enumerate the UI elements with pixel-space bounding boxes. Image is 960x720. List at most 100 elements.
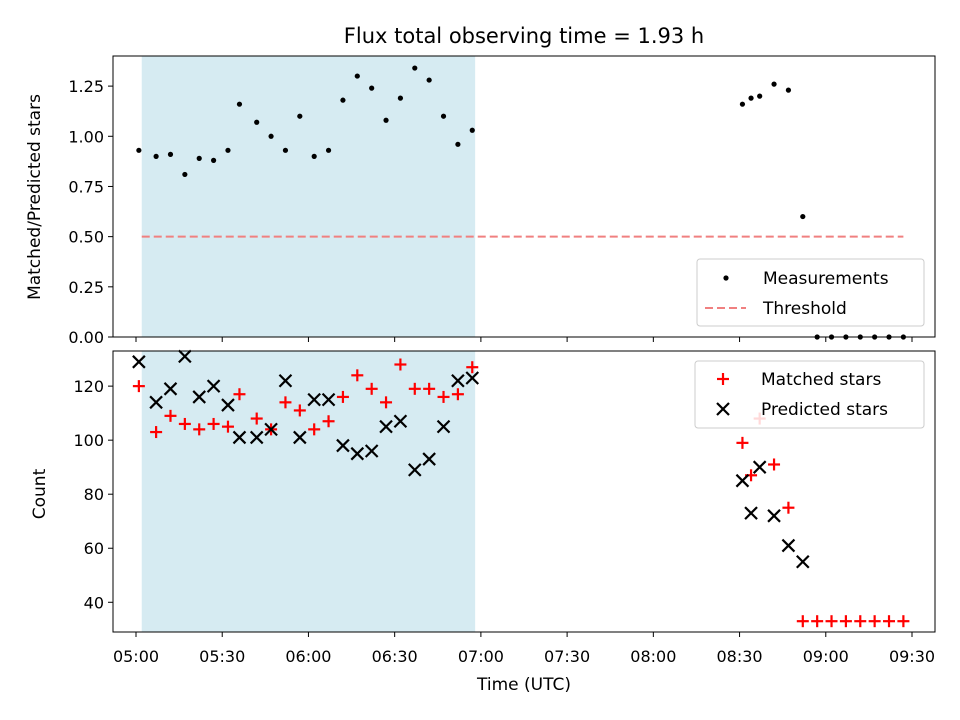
ratio-panel: 0.00 0.25 0.50 0.75 1.00 1.25 Flux total obse… [25,24,936,347]
y-tick-label: 1.00 [68,127,104,146]
matched-star-point [308,423,321,436]
measurement-point [785,87,792,93]
measurement-point [469,127,475,133]
measurement-point [739,101,746,107]
matched-star-point [394,358,407,371]
count-y-ticks: 40 60 80 100 120 [73,377,113,612]
predicted-star-point [307,392,321,407]
predicted-star-point [379,419,393,434]
y-tick-label: 60 [84,539,104,558]
measurement-point [748,95,754,101]
predicted-star-point [249,430,264,445]
predicted-star-point [232,430,247,445]
predicted-star-point [436,419,451,434]
matched-star-point [380,396,393,409]
predicted-star-point [293,430,307,445]
matched-star-point [408,382,421,395]
observing-window-span [141,56,476,337]
predicted-star-point [278,373,293,388]
legend-threshold-label: Threshold [762,299,847,319]
x-axis-label: Time (UTC) [476,675,571,695]
matched-star-point [423,382,436,395]
y-tick-label: 120 [73,377,104,396]
predicted-star-point [744,506,758,520]
matched-star-point [178,417,191,430]
count-points [132,349,910,628]
legend-matched-label: Matched stars [761,370,881,390]
predicted-star-point [393,414,408,429]
predicted-star-point [752,460,767,474]
predicted-star-point [149,395,163,410]
measurement-point [167,151,174,157]
measurement-point [771,81,777,87]
y-tick-label: 0.25 [68,278,104,297]
measurement-point [397,95,404,101]
measurement-point [297,113,303,119]
measurement-point [325,147,332,153]
predicted-star-point [163,382,178,396]
x-tick-label: 09:30 [889,647,935,666]
measurement-point [455,141,461,147]
matched-star-point [351,369,364,382]
x-tick-label: 07:30 [544,647,590,666]
x-tick-label: 07:00 [458,647,504,666]
x-tick-label: 08:30 [717,647,763,666]
measurement-point [196,155,202,161]
y-tick-label: 40 [84,593,104,612]
y-tick-label: 0.75 [68,177,104,196]
predicted-star-point [192,390,207,404]
ratio-y-ticks: 0.00 0.25 0.50 0.75 1.00 1.25 [68,77,113,347]
predicted-star-point [408,463,422,477]
measurement-point [426,77,432,83]
measurement-point [210,157,217,163]
matched-star-point [854,615,867,628]
matched-star-point [336,390,349,403]
measurement-points [136,65,906,340]
count-panel: 40 60 80 100 120 05:00 05:30 06:00 06:30 07:00 07… [30,349,936,695]
y-tick-label: 1.25 [68,77,104,96]
y-tick-label: 0.00 [68,328,104,347]
matched-star-point [451,388,464,401]
predicted-star-point [178,349,192,364]
matched-star-point [796,615,809,628]
matched-star-point [868,615,881,628]
matched-star-point [164,409,177,422]
matched-star-point [365,382,378,395]
predicted-star-point [132,355,146,369]
count-legend-box [694,360,925,429]
matched-star-point [897,615,910,628]
matched-star-point [279,396,292,409]
measurement-point [354,73,360,79]
predicted-star-point [422,452,436,466]
measurement-point [412,65,418,71]
ratio-legend-box [696,258,925,327]
measurement-point [800,213,806,220]
predicted-star-point [465,371,480,385]
predicted-star-point [350,446,365,461]
legend-measurements-label: Measurements [763,269,889,289]
y-tick-label: 0.50 [68,228,104,247]
y-tick-label: 100 [73,431,104,450]
matched-star-point [811,615,824,628]
matched-star-point [250,412,263,425]
legend-matched-marker [717,373,729,385]
matched-star-point [132,380,145,393]
measurement-point [369,85,375,91]
count-legend: Matched stars Predicted stars [694,360,925,429]
ratio-y-axis-label: Matched/Predicted stars [25,94,45,300]
observing-window-span-bottom [141,351,476,632]
matched-star-point [782,501,795,514]
predicted-star-point [336,438,350,453]
predicted-star-point [221,398,235,412]
matched-star-point [825,615,838,628]
ratio-axes-frame [112,55,936,338]
ratio-legend: Measurements Threshold [696,258,925,327]
matched-star-point [221,420,234,433]
count-y-axis-label: Count [30,468,50,519]
matched-star-point [150,426,163,439]
x-tick-label: 05:30 [199,647,245,666]
matched-star-point [322,415,335,428]
measurement-point [153,153,159,159]
measurement-point [757,93,763,99]
x-tick-label: 06:00 [285,647,331,666]
